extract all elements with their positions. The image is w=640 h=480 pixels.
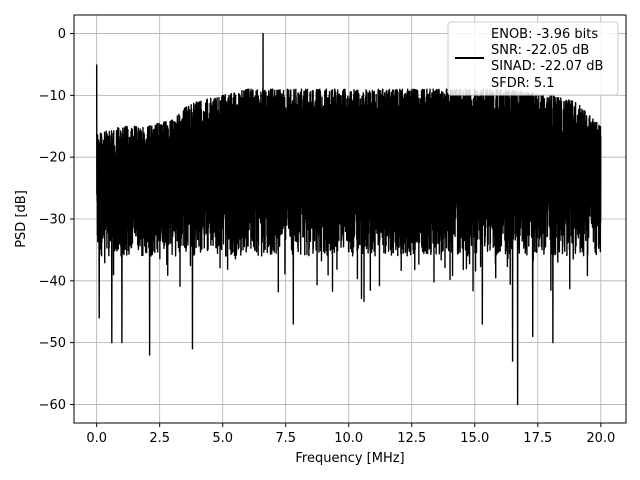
legend-entry: ENOB: -3.96 bits — [491, 27, 598, 42]
legend: ENOB: -3.96 bits SNR: -22.05 dB SINAD: -… — [447, 21, 619, 96]
y-tick-label: −60 — [39, 398, 66, 413]
legend-entry: SNR: -22.05 dB — [491, 43, 589, 58]
y-tick-label: 0 — [58, 27, 66, 42]
y-tick-label: −40 — [39, 274, 66, 289]
x-tick-label: 15.0 — [460, 431, 489, 446]
x-tick-label: 0.0 — [86, 431, 107, 446]
psd-trace — [95, 32, 602, 406]
x-axis-ticks: 0.0 2.5 5.0 7.5 10.0 12.5 15.0 17.5 20.0 — [86, 423, 615, 446]
y-tick-label: −30 — [39, 213, 66, 228]
x-tick-label: 20.0 — [586, 431, 615, 446]
y-tick-label: −50 — [39, 336, 66, 351]
x-tick-label: 5.0 — [212, 431, 233, 446]
legend-box — [447, 21, 619, 96]
y-axis-ticks: 0 −10 −20 −30 −40 −50 −60 — [39, 27, 74, 413]
y-tick-label: −10 — [39, 89, 66, 104]
y-tick-label: −20 — [39, 151, 66, 166]
x-tick-label: 12.5 — [397, 431, 426, 446]
x-axis-label: Frequency [MHz] — [295, 451, 404, 466]
x-tick-label: 10.0 — [334, 431, 363, 446]
psd-series-line — [95, 32, 602, 406]
x-tick-label: 7.5 — [275, 431, 296, 446]
x-tick-label: 17.5 — [523, 431, 552, 446]
legend-entry: SFDR: 5.1 — [491, 76, 555, 91]
x-tick-label: 2.5 — [149, 431, 170, 446]
legend-entry: SINAD: -22.07 dB — [491, 59, 603, 74]
y-axis-label: PSD [dB] — [14, 190, 29, 248]
